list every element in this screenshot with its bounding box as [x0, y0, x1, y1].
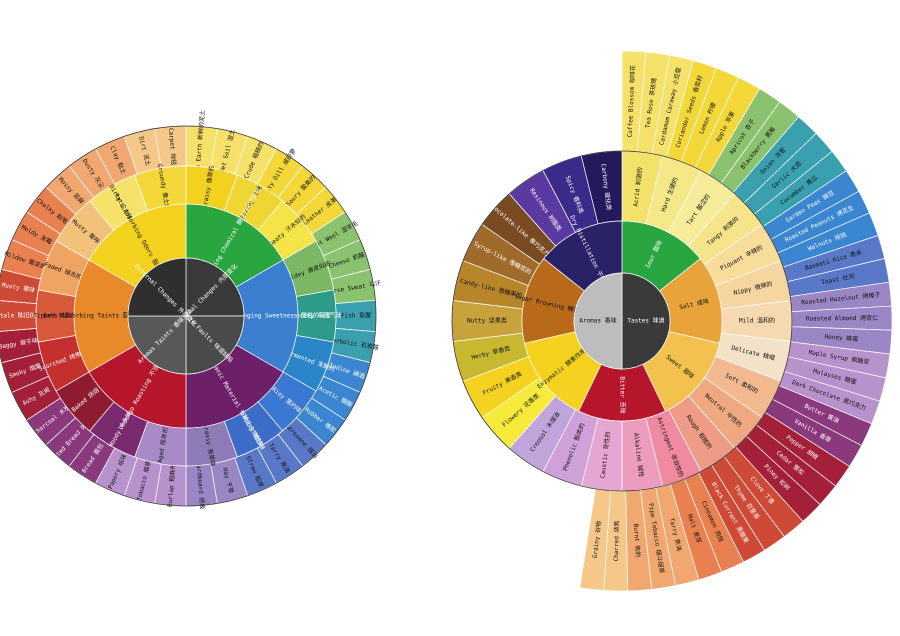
outer-ring-label: Honey 蜂蜜 [824, 332, 858, 343]
outer-ring-label: Fish 鱼腥 [341, 312, 371, 320]
outer-ring-label: Cardboard 纸板 [195, 461, 207, 510]
outer-ring-label: Carpet 地毯 [167, 128, 178, 166]
middle-ring-label: Mild 温和的 [739, 317, 775, 325]
center-quadrant-segment [185, 315, 245, 375]
inner-ring-label: Fats Absorbing Taints 脂肪吸收污染 [43, 312, 158, 320]
middle-ring-label: Nutty 坚果类 [467, 317, 507, 325]
outer-ring-label: Stale 陈旧的 [0, 312, 36, 320]
outer-ring-label: Burnt 焦的 [632, 523, 642, 557]
center-quadrant-label: Tastes 味道 [627, 317, 664, 325]
flavor-wheel-outline [451, 150, 793, 492]
outer-ring-label: Burlap 粗麻布 [166, 463, 178, 507]
inner-ring-label: Bitter 苦味 [619, 376, 627, 413]
flavor-wheel: Coffee Blossom 咖啡花 Tea Rose 茶玫瑰 Cardamom C… [451, 50, 893, 592]
center-quadrant-segment [573, 272, 623, 370]
inner-ring-label: Acids Changing Sweetness 酸性的转变 [211, 312, 331, 320]
center-quadrant-label: Aromas 香味 [579, 317, 616, 325]
center-quadrant-segment [127, 315, 187, 375]
outer-ring-label: Roasted Almond 烤杏仁 [806, 314, 878, 323]
center-quadrant-segment [127, 257, 187, 317]
center-quadrant-segment [621, 272, 671, 370]
middle-ring-label: Horsey 马的气味 [292, 312, 341, 320]
middle-ring-label: Tipped 刺鼻的 [33, 312, 76, 320]
outer-ring-label: Coffee Blossom 咖啡花 [626, 65, 637, 137]
outer-ring-label: Charred 烧焦 [612, 520, 621, 561]
defects-wheel: Fresh Earth 新鲜的泥土 Wet Soil 湿土 Crude 粗糙的Sal… [0, 110, 382, 510]
center-quadrant-segment [185, 257, 245, 317]
defects-wheel-outline [0, 125, 377, 507]
